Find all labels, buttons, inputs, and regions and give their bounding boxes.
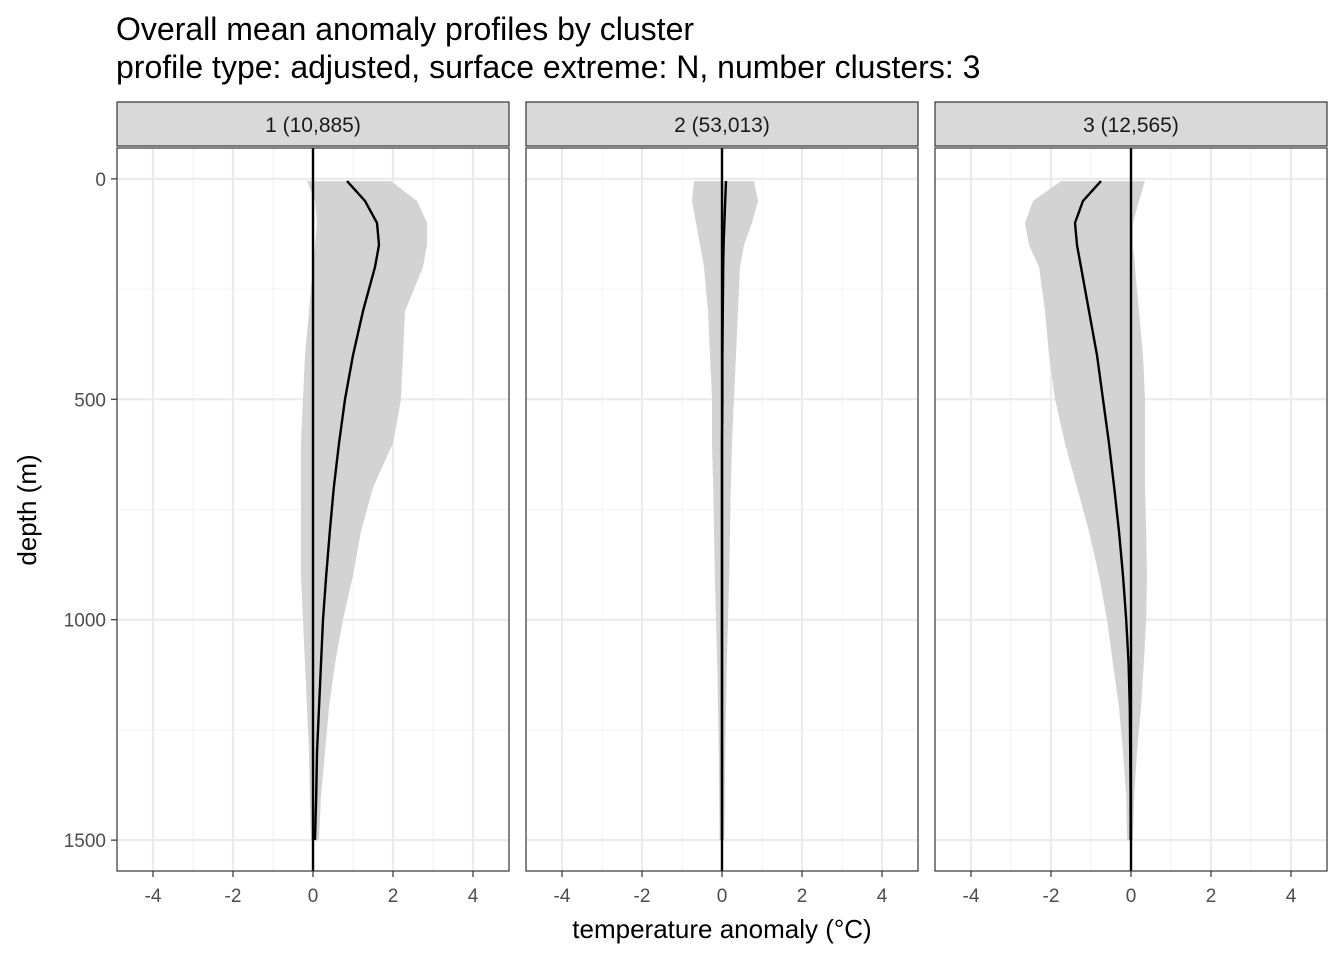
facet-strip-label: 3 (12,565) xyxy=(1083,114,1179,137)
y-tick-label: 1500 xyxy=(64,831,106,852)
y-axis: 0 500 1000 1500 xyxy=(64,170,117,852)
facet-panels: 1 (10,885)-4 -2 0 2 42 (53,013)-4 -2 0 2 43 (12,… xyxy=(116,101,1328,907)
facet-panel-1: 1 (10,885) -4 -2 0 2 4 xyxy=(116,101,510,907)
x-tick-label: -2 xyxy=(634,886,651,907)
mean-profile-line xyxy=(720,181,728,841)
x-tick-label: 0 xyxy=(717,886,728,907)
x-tick-label: 2 xyxy=(388,886,399,907)
x-tick-label: -2 xyxy=(225,886,242,907)
anomaly-range-ribbon xyxy=(692,181,758,841)
x-tick-label: -4 xyxy=(554,886,571,907)
chart-subtitle: profile type: adjusted, surface extreme:… xyxy=(116,49,980,85)
facet-strip-label: 2 (53,013) xyxy=(674,114,770,137)
x-tick-label: 4 xyxy=(468,886,479,907)
facet-strip xyxy=(525,101,919,147)
mean-profile-line xyxy=(1073,180,1132,841)
x-tick-label: 0 xyxy=(308,886,319,907)
x-tick-label: -4 xyxy=(963,886,980,907)
x-tick-label: -4 xyxy=(145,886,162,907)
chart-title: Overall mean anomaly profiles by cluster xyxy=(116,11,694,47)
x-tick-label: 2 xyxy=(1206,886,1217,907)
facet-strip xyxy=(116,101,510,147)
mean-profile-line xyxy=(313,180,381,841)
x-tick-label: 2 xyxy=(797,886,808,907)
x-tick-label: 4 xyxy=(1286,886,1297,907)
facet-panel-2: 2 (53,013) -4 -2 0 2 4 xyxy=(525,101,919,907)
anomaly-range-ribbon xyxy=(1025,181,1147,841)
facet-strip-label: 1 (10,885) xyxy=(265,114,361,137)
x-tick-label: -2 xyxy=(1043,886,1060,907)
y-tick-label: 0 xyxy=(95,170,106,191)
x-axis-title: temperature anomaly (°C) xyxy=(572,914,871,944)
x-tick-label: 0 xyxy=(1126,886,1137,907)
facet-panel-3: 3 (12,565) -4 -2 0 2 4 xyxy=(934,101,1328,907)
facet-strip xyxy=(934,101,1328,147)
y-tick-label: 500 xyxy=(74,390,106,411)
y-tick-label: 1000 xyxy=(64,611,106,632)
anomaly-range-ribbon xyxy=(301,181,427,841)
x-tick-label: 4 xyxy=(877,886,888,907)
y-axis-title: depth (m) xyxy=(12,454,42,565)
